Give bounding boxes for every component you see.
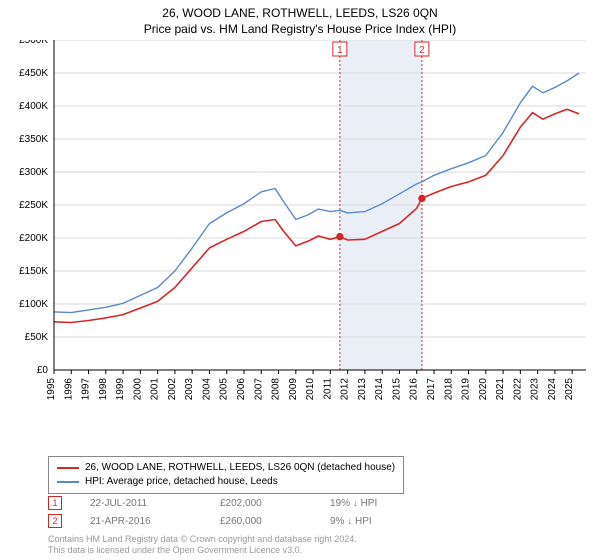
chart-area: £0 £50K £100K £150K £200K £250K £300K £350K £400… <box>0 40 600 418</box>
svg-text:£150K: £150K <box>19 266 48 277</box>
svg-text:2014: 2014 <box>374 378 385 401</box>
sale-delta: 9% ↓ HPI <box>330 516 372 527</box>
svg-text:£0: £0 <box>37 365 49 376</box>
svg-text:2012: 2012 <box>340 378 351 401</box>
svg-text:£50K: £50K <box>25 332 49 343</box>
svg-text:2011: 2011 <box>322 378 333 400</box>
chart-title: 26, WOOD LANE, ROTHWELL, LEEDS, LS26 0QN <box>0 0 600 20</box>
svg-text:2013: 2013 <box>357 378 368 401</box>
sale-date: 22-JUL-2011 <box>90 498 220 509</box>
svg-text:2020: 2020 <box>478 378 489 401</box>
chart-subtitle: Price paid vs. HM Land Registry's House … <box>0 20 600 40</box>
legend-item: 26, WOOD LANE, ROTHWELL, LEEDS, LS26 0QN… <box>57 461 395 475</box>
svg-text:2024: 2024 <box>547 378 558 401</box>
sale-marker-icon: 1 <box>48 496 62 510</box>
svg-text:£500K: £500K <box>19 40 48 46</box>
svg-text:2025: 2025 <box>564 378 575 401</box>
svg-text:2006: 2006 <box>236 378 247 401</box>
svg-text:2010: 2010 <box>305 378 316 401</box>
attribution: Contains HM Land Registry data © Crown c… <box>48 534 357 556</box>
sale-marker-icon: 2 <box>48 514 62 528</box>
svg-text:2002: 2002 <box>167 378 178 401</box>
line-chart-svg: £0 £50K £100K £150K £200K £250K £300K £350K £400… <box>0 40 600 418</box>
legend: 26, WOOD LANE, ROTHWELL, LEEDS, LS26 0QN… <box>48 456 404 494</box>
sale-price: £260,000 <box>220 516 330 527</box>
attribution-line: This data is licensed under the Open Gov… <box>48 545 357 556</box>
svg-text:£250K: £250K <box>19 200 48 211</box>
legend-label: 26, WOOD LANE, ROTHWELL, LEEDS, LS26 0QN… <box>85 461 395 475</box>
svg-text:2005: 2005 <box>219 378 230 401</box>
svg-text:2001: 2001 <box>150 378 161 401</box>
svg-text:2: 2 <box>419 45 425 56</box>
svg-text:2022: 2022 <box>512 378 523 401</box>
svg-text:2017: 2017 <box>426 378 437 401</box>
attribution-line: Contains HM Land Registry data © Crown c… <box>48 534 357 545</box>
svg-text:2016: 2016 <box>409 378 420 401</box>
svg-text:2007: 2007 <box>253 378 264 401</box>
svg-text:£200K: £200K <box>19 233 48 244</box>
svg-text:2023: 2023 <box>530 378 541 401</box>
svg-text:£400K: £400K <box>19 101 48 112</box>
svg-text:£300K: £300K <box>19 167 48 178</box>
svg-text:2003: 2003 <box>184 378 195 401</box>
svg-text:2021: 2021 <box>495 378 506 401</box>
sale-row: 1 22-JUL-2011 £202,000 19% ↓ HPI <box>48 494 377 512</box>
svg-text:2009: 2009 <box>288 378 299 401</box>
sale-delta: 19% ↓ HPI <box>330 498 377 509</box>
svg-text:1: 1 <box>337 45 343 56</box>
svg-text:2015: 2015 <box>391 378 402 401</box>
svg-text:2004: 2004 <box>201 378 212 401</box>
sale-price: £202,000 <box>220 498 330 509</box>
svg-text:1998: 1998 <box>98 378 109 401</box>
svg-text:£450K: £450K <box>19 68 48 79</box>
svg-text:£350K: £350K <box>19 134 48 145</box>
legend-swatch <box>57 481 79 483</box>
svg-text:1996: 1996 <box>63 378 74 401</box>
sale-date: 21-APR-2016 <box>90 516 220 527</box>
svg-text:2019: 2019 <box>461 378 472 401</box>
sales-table: 1 22-JUL-2011 £202,000 19% ↓ HPI 2 21-AP… <box>48 494 377 530</box>
legend-label: HPI: Average price, detached house, Leed… <box>85 475 278 489</box>
svg-text:2008: 2008 <box>271 378 282 401</box>
svg-text:2018: 2018 <box>443 378 454 401</box>
svg-text:£100K: £100K <box>19 299 48 310</box>
svg-text:2000: 2000 <box>132 378 143 401</box>
sale-row: 2 21-APR-2016 £260,000 9% ↓ HPI <box>48 512 377 530</box>
legend-item: HPI: Average price, detached house, Leed… <box>57 475 395 489</box>
legend-swatch <box>57 467 79 469</box>
svg-text:1999: 1999 <box>115 378 126 401</box>
svg-text:1995: 1995 <box>46 378 57 401</box>
svg-text:1997: 1997 <box>81 378 92 401</box>
